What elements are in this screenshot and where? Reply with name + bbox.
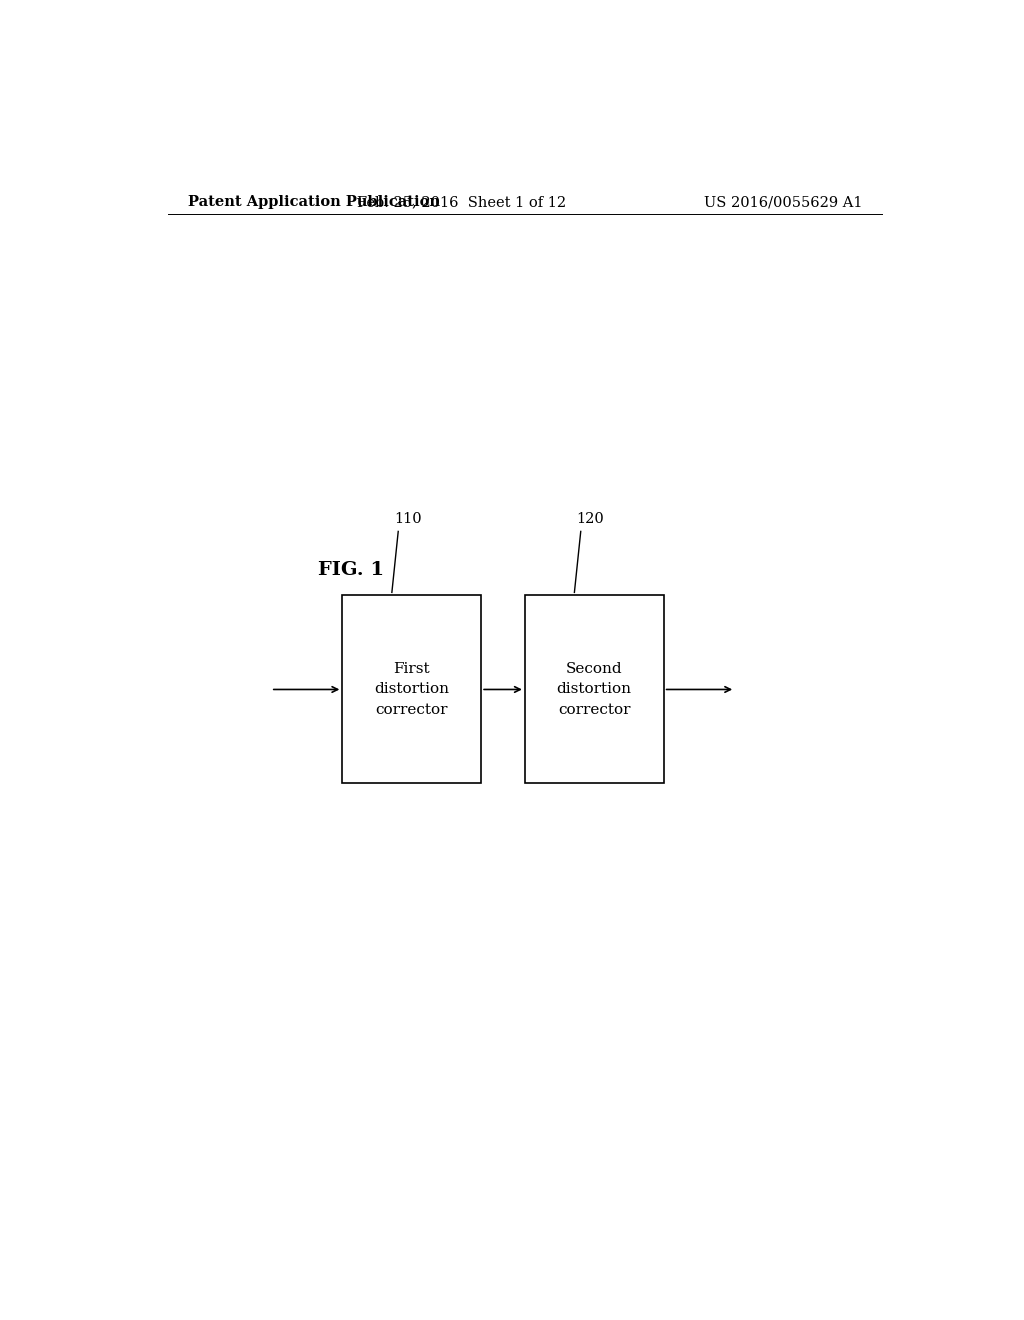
Text: FIG. 1: FIG. 1 [318,561,385,579]
Text: 110: 110 [394,512,422,527]
Bar [342,595,481,784]
Bar [524,595,664,784]
Text: US 2016/0055629 A1: US 2016/0055629 A1 [703,195,862,209]
Text: First
distortion
corrector: First distortion corrector [374,661,450,717]
Text: Feb. 25, 2016  Sheet 1 of 12: Feb. 25, 2016 Sheet 1 of 12 [356,195,566,209]
Text: Patent Application Publication: Patent Application Publication [187,195,439,209]
Text: Second
distortion
corrector: Second distortion corrector [557,661,632,717]
Text: 120: 120 [577,512,604,527]
